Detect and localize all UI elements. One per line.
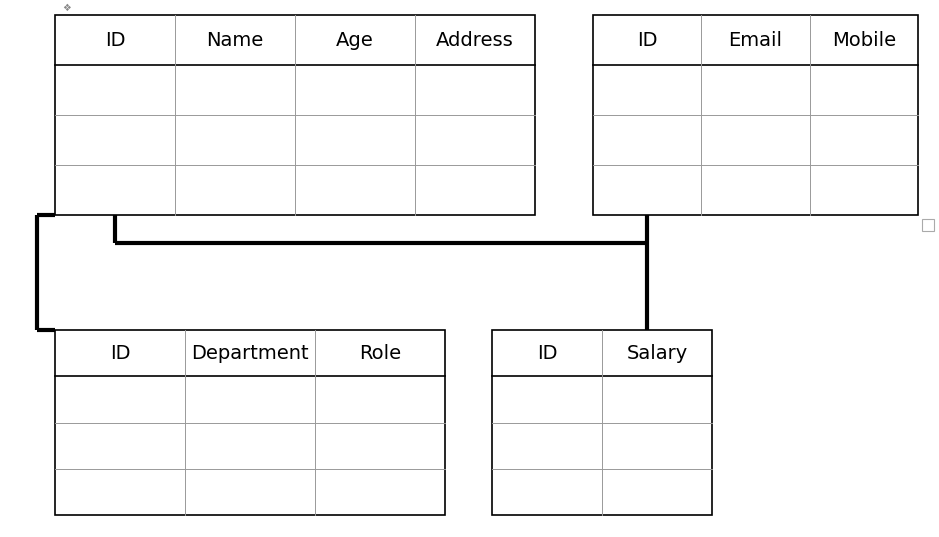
Bar	[922, 219, 934, 231]
Bar	[593, 15, 918, 215]
Text: Address: Address	[436, 31, 514, 49]
Text: Mobile: Mobile	[832, 31, 896, 49]
Text: Email: Email	[729, 31, 782, 49]
Bar	[492, 330, 712, 515]
Text: Age: Age	[336, 31, 374, 49]
Text: ID: ID	[110, 344, 131, 362]
Text: ID: ID	[537, 344, 557, 362]
Text: Name: Name	[207, 31, 264, 49]
Text: ID: ID	[105, 31, 125, 49]
Bar	[55, 330, 445, 515]
Text: Salary: Salary	[626, 344, 687, 362]
Bar	[55, 15, 535, 215]
Text: ❖: ❖	[63, 3, 71, 13]
Text: Role: Role	[359, 344, 401, 362]
Text: Department: Department	[192, 344, 309, 362]
Text: ID: ID	[637, 31, 657, 49]
